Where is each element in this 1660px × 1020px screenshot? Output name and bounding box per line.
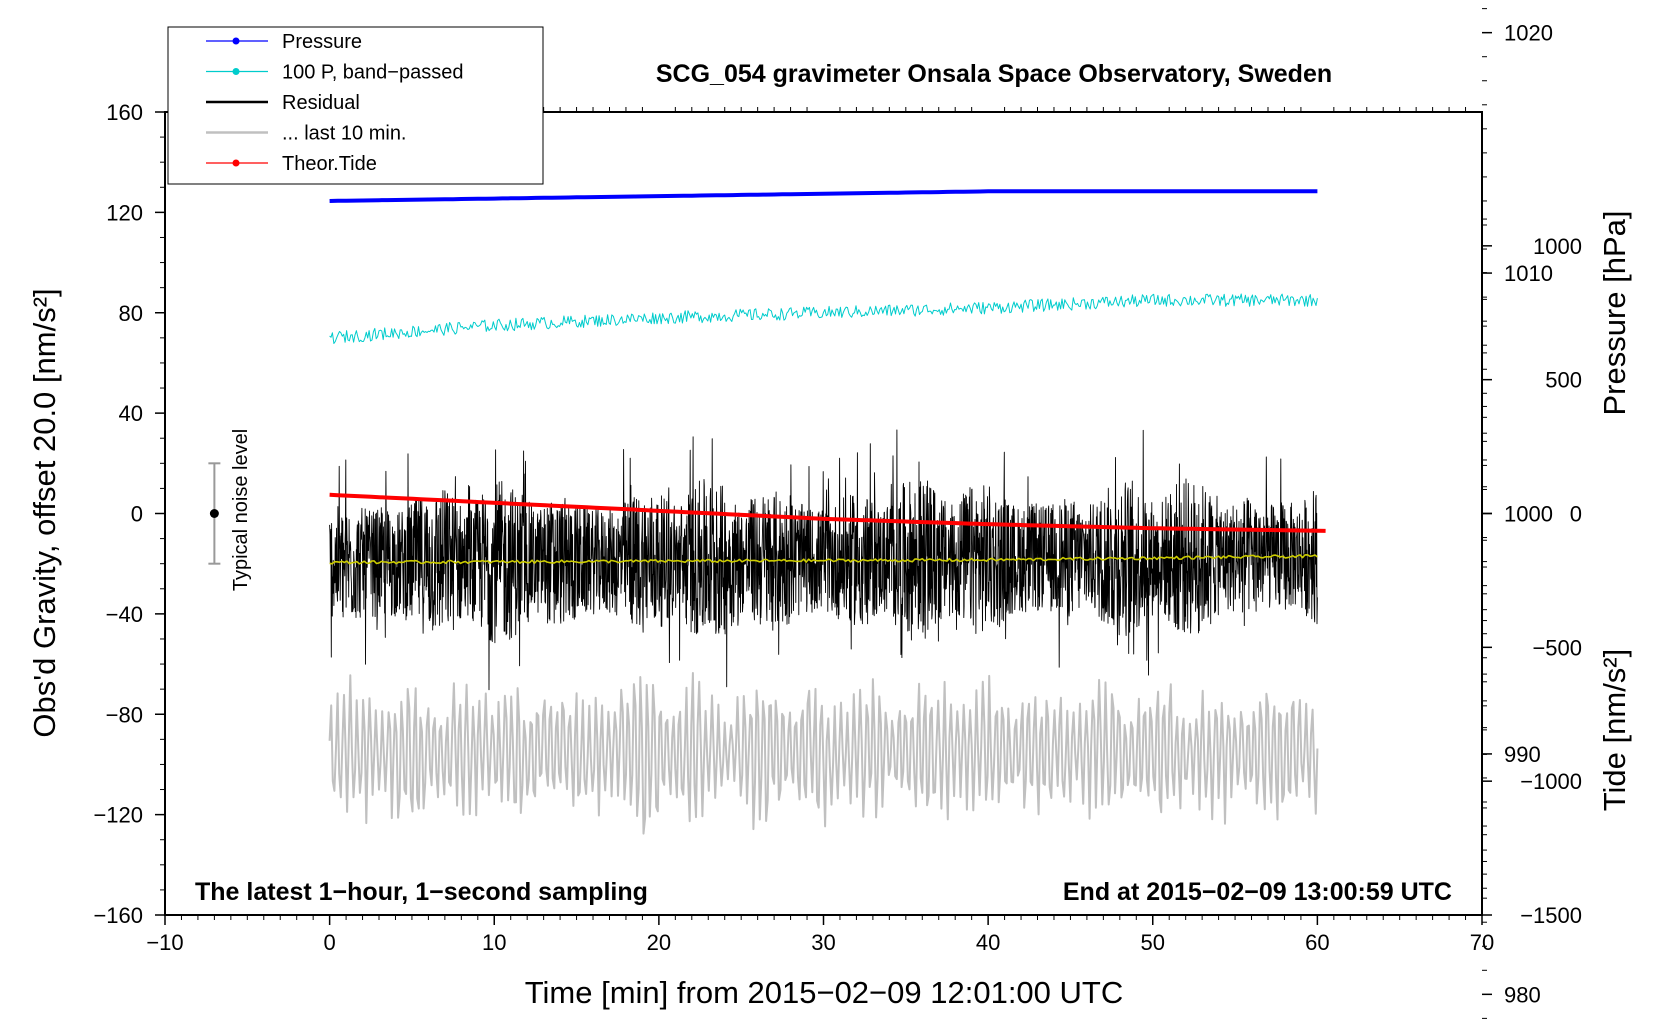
tick-labels: −10 0 10 20 30 40 50 60 70−160−120−80−4004080120…: [93, 21, 1582, 1008]
legend-box: [167, 26, 544, 185]
x-tick-label: 0: [324, 930, 336, 955]
last-10-min-series: [328, 672, 1319, 835]
y-tick-label: 0: [131, 502, 143, 527]
pressure-tick-label: 980: [1504, 982, 1541, 1007]
x-tick-label: 40: [976, 930, 1000, 955]
x-tick-label: 10: [482, 930, 506, 955]
legend-marker: [232, 159, 240, 167]
legend: Pressure 100 P, band−passed Residual ... la…: [167, 26, 544, 185]
chart-title: SCG_054 gravimeter Onsala Space Observat…: [656, 60, 1332, 88]
tide-tick-label: −1500: [1520, 903, 1582, 928]
legend-label: Theor.Tide: [282, 153, 377, 175]
legend-label: ... last 10 min.: [282, 123, 407, 145]
y-tick-label: 80: [119, 301, 143, 326]
tide-series: [329, 492, 1326, 533]
x-tick-label: 70: [1470, 930, 1494, 955]
tide-tick-label: −1000: [1520, 769, 1582, 794]
x-axis-title: Time [min] from 2015−02−09 12:01:00 UTC: [525, 975, 1124, 1010]
legend-marker: [232, 37, 240, 45]
legend-label: 100 P, band−passed: [282, 62, 463, 84]
x-tick-label: 20: [647, 930, 671, 955]
residual-series: [329, 429, 1318, 691]
noise-level-bar: [208, 462, 221, 565]
y-tick-label: −120: [93, 803, 143, 828]
legend-label: Pressure: [282, 31, 362, 53]
legend-marker: [232, 68, 240, 75]
y-tick-label: 120: [106, 200, 143, 225]
y-axis-title-pressure: Pressure [hPa]: [1597, 210, 1632, 415]
pressure-tick-label: 1010: [1504, 261, 1553, 286]
legend-label: Residual: [282, 92, 360, 114]
x-tick-label: −10: [146, 930, 183, 955]
x-tick-label: 50: [1141, 930, 1165, 955]
y-tick-label: 40: [119, 401, 143, 426]
annotation-sampling: The latest 1−hour, 1−second sampling: [195, 878, 648, 906]
noise-bar-center-dot: [209, 509, 219, 518]
pressure-tick-label: 1000: [1504, 502, 1553, 527]
plot-lines: [328, 189, 1326, 835]
noise-level-label: Typical noise level: [230, 429, 252, 591]
y-axis-title-tide: Tide [nm/s²]: [1597, 649, 1632, 812]
residual-smoothed-series: [329, 553, 1318, 565]
y-tick-label: −40: [106, 602, 143, 627]
y-tick-label: −80: [106, 702, 143, 727]
x-tick-label: 60: [1305, 930, 1329, 955]
annotation-end-time: End at 2015−02−09 13:00:59 UTC: [1063, 878, 1452, 906]
y-axis-title-left: Obs'd Gravity, offset 20.0 [nm/s²]: [27, 288, 62, 737]
pressure-series: [329, 189, 1318, 203]
tide-tick-label: 0: [1570, 502, 1582, 527]
band-passed-pressure-series: [329, 293, 1318, 344]
x-tick-label: 30: [811, 930, 835, 955]
pressure-tick-label: 1020: [1504, 21, 1553, 46]
pressure-tick-label: 990: [1504, 742, 1541, 767]
tide-tick-label: 500: [1545, 368, 1582, 393]
y-tick-label: 160: [106, 100, 143, 125]
tide-tick-label: 1000: [1533, 234, 1582, 259]
ticks: [155, 8, 1492, 1019]
y-tick-label: −160: [93, 903, 143, 928]
tide-tick-label: −500: [1532, 635, 1582, 660]
